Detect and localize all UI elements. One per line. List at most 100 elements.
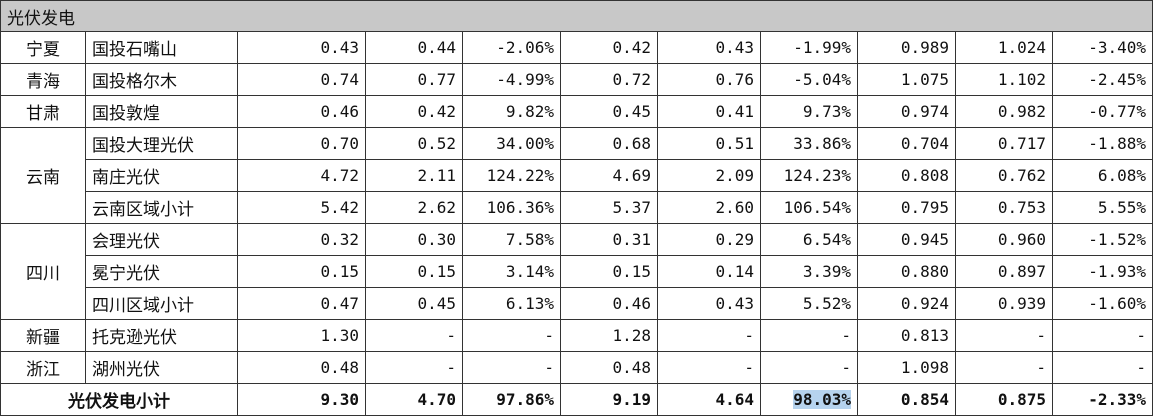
value-cell: 6.54% xyxy=(760,223,858,256)
value-cell: 98.03% xyxy=(760,383,858,416)
value-cell: 0.29 xyxy=(657,223,761,256)
value-cell: 0.880 xyxy=(857,255,956,288)
value-cell: 2.09 xyxy=(657,159,761,192)
region-cell: 云南 xyxy=(0,127,86,224)
value-cell: 5.52% xyxy=(760,287,858,320)
value-cell: 0.52 xyxy=(365,127,463,160)
value-cell: 0.939 xyxy=(955,287,1053,320)
value-cell: -1.93% xyxy=(1051,255,1154,288)
value-cell: 5.55% xyxy=(1051,191,1154,224)
name-cell: 国投敦煌 xyxy=(85,95,238,128)
value-cell: 0.51 xyxy=(657,127,761,160)
value-cell: 0.704 xyxy=(857,127,956,160)
value-cell: - xyxy=(1051,319,1154,352)
name-cell: 国投格尔木 xyxy=(85,63,238,96)
value-cell: -4.99% xyxy=(462,63,561,96)
region-cell: 宁夏 xyxy=(0,31,86,64)
table-row: 新疆 托克逊光伏 1.30- -1.28- -0.813- - xyxy=(0,319,1154,352)
name-cell: 国投石嘴山 xyxy=(85,31,238,64)
value-cell: 0.762 xyxy=(955,159,1053,192)
value-cell: 0.897 xyxy=(955,255,1053,288)
value-cell: 2.60 xyxy=(657,191,761,224)
value-cell: 4.72 xyxy=(237,159,366,192)
table-row: 南庄光伏 4.72 2.11 124.22% 4.69 2.09 124.23% 0.808 0… xyxy=(1,159,1154,192)
value-cell: 4.70 xyxy=(365,383,463,416)
value-cell: - xyxy=(462,351,561,384)
value-cell: 9.30 xyxy=(237,383,366,416)
value-cell: -5.04% xyxy=(760,63,858,96)
table-row: 青海 国投格尔木 0.74 0.77 -4.99% 0.72 0.76 -5.04% 1.075… xyxy=(0,63,1154,96)
value-cell: 9.82% xyxy=(462,95,561,128)
name-cell: 湖州光伏 xyxy=(85,351,238,384)
value-cell: 0.41 xyxy=(657,95,761,128)
selection-highlight: 98.03% xyxy=(793,390,851,409)
value-cell: 34.00% xyxy=(462,127,561,160)
value-cell: 124.23% xyxy=(760,159,858,192)
value-cell: -2.33% xyxy=(1051,383,1154,416)
value-cell: 0.45 xyxy=(560,95,658,128)
value-cell: -0.77% xyxy=(1051,95,1154,128)
value-cell: 0.43 xyxy=(657,31,761,64)
value-cell: 2.62 xyxy=(365,191,463,224)
value-cell: 7.58% xyxy=(462,223,561,256)
total-row: 光伏发电小计 9.30 4.70 97.86% 9.19 4.64 98.03% 0.854 0… xyxy=(0,383,1154,416)
value-cell: 0.32 xyxy=(237,223,366,256)
table-row: 甘肃 国投敦煌 0.46 0.42 9.82% 0.45 0.41 9.73% 0.974 0.9… xyxy=(0,95,1154,128)
value-cell: 124.22% xyxy=(462,159,561,192)
table-row: 宁夏 国投石嘴山 0.43 0.44 -2.06% 0.42 0.43 -1.99% 0.989… xyxy=(0,31,1154,64)
value-cell: 0.47 xyxy=(237,287,366,320)
value-cell: 0.960 xyxy=(955,223,1053,256)
value-cell: 0.795 xyxy=(857,191,956,224)
value-cell: 0.31 xyxy=(560,223,658,256)
name-cell: 国投大理光伏 xyxy=(85,127,238,160)
value-cell: 0.924 xyxy=(857,287,956,320)
value-cell: 0.813 xyxy=(857,319,956,352)
value-cell: 0.48 xyxy=(237,351,366,384)
value-cell: 1.075 xyxy=(857,63,956,96)
value-cell: 6.13% xyxy=(462,287,561,320)
value-cell: - xyxy=(657,319,761,352)
value-cell: -1.52% xyxy=(1051,223,1154,256)
value-cell: 6.08% xyxy=(1051,159,1154,192)
value-cell: - xyxy=(365,351,463,384)
region-cell: 新疆 xyxy=(0,319,86,352)
value-cell: 1.30 xyxy=(237,319,366,352)
value-cell: -1.60% xyxy=(1051,287,1154,320)
value-cell: 0.30 xyxy=(365,223,463,256)
value-cell: 0.77 xyxy=(365,63,463,96)
value-cell: 0.74 xyxy=(237,63,366,96)
value-cell: 0.70 xyxy=(237,127,366,160)
value-cell: 4.69 xyxy=(560,159,658,192)
value-cell: 3.14% xyxy=(462,255,561,288)
value-cell: 0.753 xyxy=(955,191,1053,224)
value-cell: 0.945 xyxy=(857,223,956,256)
region-cell: 甘肃 xyxy=(0,95,86,128)
value-cell: 0.808 xyxy=(857,159,956,192)
name-cell: 托克逊光伏 xyxy=(85,319,238,352)
value-cell: - xyxy=(1051,351,1154,384)
value-cell: 33.86% xyxy=(760,127,858,160)
value-cell: -2.06% xyxy=(462,31,561,64)
value-cell: 5.37 xyxy=(560,191,658,224)
table-row: 四川区域小计 0.47 0.45 6.13% 0.46 0.43 5.52% 0.924 0.9… xyxy=(1,287,1154,320)
value-cell: 0.15 xyxy=(237,255,366,288)
value-cell: -1.99% xyxy=(760,31,858,64)
value-cell: 0.46 xyxy=(560,287,658,320)
value-cell: 1.098 xyxy=(857,351,956,384)
table-row: 四川 会理光伏 0.32 0.30 7.58% 0.31 0.29 6.54% 0.945 0.9… xyxy=(0,223,1154,320)
value-cell: 97.86% xyxy=(462,383,561,416)
table-title: 光伏发电 xyxy=(0,0,1154,32)
header-row: 光伏发电 xyxy=(0,0,1154,32)
value-cell: 4.64 xyxy=(657,383,761,416)
value-cell: 106.54% xyxy=(760,191,858,224)
value-cell: - xyxy=(657,351,761,384)
value-cell: - xyxy=(955,351,1053,384)
value-cell: -2.45% xyxy=(1051,63,1154,96)
value-cell: 106.36% xyxy=(462,191,561,224)
value-cell: 1.28 xyxy=(560,319,658,352)
value-cell: 0.15 xyxy=(560,255,658,288)
region-cell: 四川 xyxy=(0,223,86,320)
value-cell: 0.717 xyxy=(955,127,1053,160)
value-cell: 0.45 xyxy=(365,287,463,320)
